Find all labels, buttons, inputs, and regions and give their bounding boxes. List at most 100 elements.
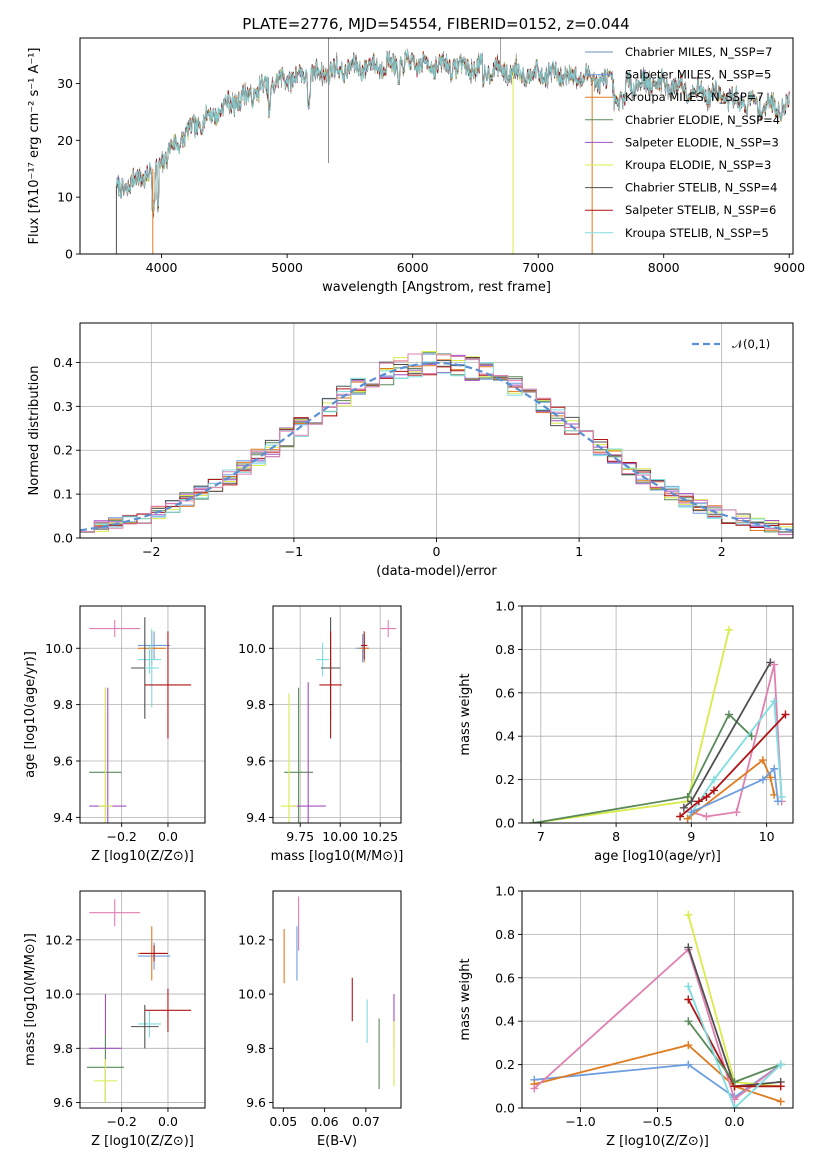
mass_vs_EBV-data bbox=[283, 896, 395, 1090]
data-point bbox=[316, 642, 329, 677]
x-tick-label: −0.2 bbox=[106, 1114, 136, 1129]
massweight_vs_age-axes: 7 8 9 10 0.0 0.2 0.4 0.6 0.8 1.0 age [log10(age/yr… bbox=[458, 599, 794, 864]
mass_vs_Z-data bbox=[86, 899, 192, 1103]
x-tick-label: 0.0 bbox=[725, 1114, 745, 1129]
y-tick-label: 0.4 bbox=[495, 1014, 515, 1029]
data-point bbox=[137, 645, 162, 674]
y-tick-label: 1.0 bbox=[495, 599, 515, 614]
massweight_vs_Z-y-axis-label: mass weight bbox=[458, 958, 473, 1040]
data-point bbox=[281, 693, 297, 823]
y-tick-label: 0.4 bbox=[495, 729, 515, 744]
age_vs_mass-x-axis-label: mass [log10(M/M⊙)] bbox=[271, 849, 404, 864]
x-tick-label: −1.0 bbox=[565, 1114, 595, 1129]
y-tick-label: 0.2 bbox=[495, 772, 515, 787]
legend-entry: Chabrier ELODIE, N_SSP=4 bbox=[625, 113, 780, 127]
y-tick-label: 0.6 bbox=[495, 970, 515, 985]
x-tick-label: 9000 bbox=[773, 260, 805, 275]
y-tick-label: 10.2 bbox=[45, 932, 73, 947]
y-tick-label: 0.2 bbox=[53, 443, 73, 458]
spectrum-panel: 4000 5000 6000 7000 8000 9000 0 10 20 30 wavelengt… bbox=[27, 37, 805, 295]
data-point bbox=[140, 945, 168, 962]
spectrum-data bbox=[115, 38, 790, 254]
y-tick-label: 0.6 bbox=[495, 685, 515, 700]
legend-entry: Salpeter MILES, N_SSP=5 bbox=[625, 68, 771, 82]
y-tick-label: 9.6 bbox=[246, 754, 266, 769]
y-tick-label: 9.4 bbox=[246, 810, 266, 825]
x-tick-label: 0.06 bbox=[311, 1114, 339, 1129]
plus-marker bbox=[776, 1082, 785, 1091]
series-1 bbox=[529, 710, 756, 823]
plus-marker bbox=[781, 710, 790, 719]
plus-marker bbox=[770, 660, 779, 669]
x-tick-label: 10 bbox=[759, 829, 775, 844]
age_vs_Z-panel: −0.2 0.0 9.4 9.6 9.8 10.0 Z [log10(Z/Z⊙)] age [… bbox=[23, 605, 206, 864]
age_vs_Z-y-axis-label: age [log10(age/yr)] bbox=[23, 651, 38, 778]
series-line bbox=[534, 1044, 781, 1103]
plus-marker bbox=[725, 710, 734, 719]
x-tick-label: 9 bbox=[687, 829, 695, 844]
plus-marker bbox=[770, 697, 779, 706]
residuals-y-axis-label: Normed distribution bbox=[27, 366, 42, 496]
legend-entry: Chabrier STELIB, N_SSP=4 bbox=[625, 181, 777, 195]
y-tick-label: 9.6 bbox=[246, 1095, 266, 1110]
spectrum-x-axis-label: wavelength [Angstrom, rest frame] bbox=[322, 280, 551, 295]
x-tick-label: 0 bbox=[433, 544, 441, 559]
data-point bbox=[361, 631, 368, 660]
data-point bbox=[137, 1010, 162, 1038]
age_vs_mass-grid bbox=[273, 606, 401, 823]
x-tick-label: 10.00 bbox=[322, 829, 358, 844]
x-tick-label: 1 bbox=[575, 544, 583, 559]
legend-entry: Kroupa STELIB, N_SSP=5 bbox=[625, 226, 769, 240]
plus-marker bbox=[730, 1077, 739, 1086]
spectrum-axes: 4000 5000 6000 7000 8000 9000 0 10 20 30 wavelengt… bbox=[27, 37, 805, 295]
plus-marker bbox=[770, 764, 779, 773]
data-point bbox=[89, 899, 141, 927]
legend-entry: 𝒩(0,1) bbox=[732, 337, 770, 351]
age_vs_mass-data bbox=[281, 617, 397, 823]
residuals-x-axis-label: (data-model)/error bbox=[376, 564, 497, 579]
plus-marker bbox=[684, 910, 693, 919]
massweight_vs_Z-panel: −1.0 −0.5 0.0 0.0 0.2 0.4 0.6 0.8 1.0 Z [log10(Z/… bbox=[458, 884, 794, 1149]
plus-marker bbox=[776, 1097, 785, 1106]
plus-marker bbox=[709, 775, 718, 784]
age_vs_Z-data bbox=[89, 617, 192, 823]
massweight_vs_age-frame bbox=[521, 605, 794, 824]
y-tick-label: 0.8 bbox=[495, 642, 515, 657]
series-line bbox=[691, 766, 779, 813]
age_vs_mass-plot-area bbox=[273, 606, 401, 823]
age_vs_Z-x-axis-label: Z [log10(Z/Z⊙)] bbox=[91, 849, 194, 864]
x-tick-label: −2 bbox=[142, 544, 160, 559]
age_vs_mass-frame bbox=[272, 605, 402, 824]
x-tick-label: 7000 bbox=[522, 260, 554, 275]
data-point bbox=[144, 631, 192, 739]
data-point bbox=[144, 628, 159, 708]
data-point bbox=[137, 631, 171, 660]
massweight_vs_age-y-axis-label: mass weight bbox=[458, 673, 473, 755]
legend-entry: Kroupa ELODIE, N_SSP=3 bbox=[625, 158, 771, 172]
data-point bbox=[93, 1059, 118, 1103]
y-tick-label: 0.1 bbox=[53, 487, 73, 502]
y-tick-label: 0.2 bbox=[495, 1057, 515, 1072]
x-tick-label: 10.25 bbox=[362, 829, 398, 844]
residuals-data bbox=[80, 351, 793, 536]
mass_vs_EBV-axes: 0.05 0.06 0.07 9.6 9.8 10.0 10.2 E(B-V) bbox=[238, 890, 402, 1149]
massweight_vs_age-data bbox=[529, 625, 790, 823]
x-tick-label: 0.05 bbox=[269, 1114, 297, 1129]
plus-marker bbox=[684, 995, 693, 1004]
y-tick-label: 10.2 bbox=[238, 932, 266, 947]
y-tick-label: 9.6 bbox=[53, 1095, 73, 1110]
legend-entry: Salpeter ELODIE, N_SSP=3 bbox=[625, 135, 779, 149]
y-tick-label: 1.0 bbox=[495, 884, 515, 899]
massweight_vs_age-x-axis-label: age [log10(age/yr)] bbox=[594, 849, 721, 864]
plus-marker bbox=[684, 1017, 693, 1026]
massweight_vs_age-plot-area bbox=[522, 606, 793, 823]
plus-marker bbox=[683, 792, 692, 801]
plus-marker bbox=[730, 1104, 739, 1108]
y-tick-label: 9.8 bbox=[53, 697, 73, 712]
plus-marker bbox=[766, 773, 775, 782]
spectrum-frame bbox=[79, 37, 794, 255]
series-7 bbox=[684, 982, 785, 1108]
mass_vs_Z-x-axis-label: Z [log10(Z/Z⊙)] bbox=[91, 1134, 194, 1149]
y-tick-label: 10 bbox=[57, 190, 73, 205]
residuals-panel: −2 −1 0 1 2 0.0 0.1 0.2 0.3 0.4 (data-model)/error… bbox=[27, 322, 794, 579]
